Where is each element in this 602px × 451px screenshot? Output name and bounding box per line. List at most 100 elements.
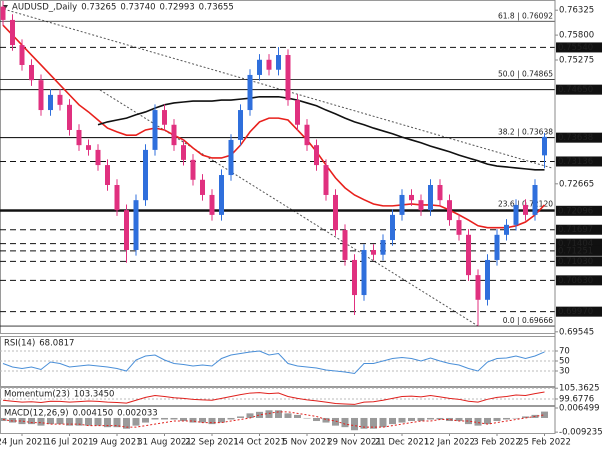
x-tick-label: 16 Jul 2021: [45, 438, 93, 448]
candle-body: [181, 145, 186, 160]
candle-body: [57, 94, 63, 105]
y-tick-label: 105.3625: [559, 384, 600, 394]
y-tick-label: 0.75275: [559, 56, 594, 66]
y-tick-label: 0.72665: [559, 179, 594, 189]
candle-body: [190, 159, 196, 180]
candle-body: [418, 200, 424, 211]
y-tick-label: 99.6776: [559, 394, 594, 404]
y-tick-label: -0.009235: [559, 428, 602, 438]
macd-bar: [104, 417, 111, 428]
candle-body: [238, 110, 243, 140]
x-tick-label: 9 Aug 2021: [92, 438, 141, 448]
level-box: [556, 245, 602, 256]
indicator-line: [2, 350, 545, 375]
header-label: AUDUSD_,Daily: [12, 3, 77, 13]
macd-bar: [541, 411, 548, 418]
macd-bar: [503, 417, 510, 420]
level-box: [556, 256, 602, 267]
macd-bar: [332, 417, 339, 426]
candle-body: [304, 124, 310, 146]
candle-body: [285, 55, 291, 101]
candle-body: [19, 45, 25, 65]
macd-bar: [256, 411, 263, 418]
candle-body: [266, 59, 272, 70]
macd-bar: [142, 417, 149, 423]
candle-body: [209, 194, 215, 215]
candle-body: [352, 259, 357, 296]
level-label: 0.74650: [558, 85, 593, 95]
candle-body: [542, 136, 547, 156]
header-label: 0.72993: [160, 3, 195, 13]
candle-body: [124, 210, 129, 250]
candle-body: [485, 259, 490, 300]
candle-body: [38, 80, 44, 111]
macd-bar: [370, 417, 377, 429]
candle-body: [532, 185, 538, 215]
macd-bar: [170, 417, 178, 420]
level-box: [556, 306, 602, 317]
macd-bar: [265, 410, 273, 418]
candle-body: [171, 124, 177, 146]
y-tick-label: 0.75800: [559, 31, 594, 41]
macd-bar: [132, 417, 140, 426]
macd-bar: [493, 417, 501, 422]
header-label: 0.73655: [199, 3, 234, 13]
level-label: 0.71404: [558, 239, 593, 249]
candle-body: [29, 64, 34, 81]
macd-bar: [360, 417, 368, 429]
indicator-line: [2, 391, 545, 405]
candle-body: [494, 234, 500, 260]
macd-bar: [9, 417, 16, 423]
level-label: 0.71251: [558, 246, 593, 256]
x-tick-label: 21 Dec 2021: [375, 438, 429, 448]
macd-bar: [465, 417, 472, 425]
signal-line: [2, 411, 545, 428]
moving-average: [2, 24, 546, 229]
macd-bar: [455, 417, 463, 422]
candle-body: [380, 240, 386, 255]
macd-bar: [123, 417, 130, 429]
macd-bar: [275, 410, 282, 418]
candle-body: [409, 194, 414, 201]
macd-bar: [408, 417, 415, 422]
y-tick-label: 50: [559, 357, 570, 367]
x-tick-label: 24 Jun 2021: [0, 438, 48, 448]
level-label: 0.69970: [558, 307, 593, 317]
candle-body: [67, 104, 72, 130]
macd-bar: [379, 417, 387, 428]
macd-bar: [484, 417, 491, 425]
candle-body: [504, 224, 509, 235]
level-label: 0.75540: [558, 43, 593, 53]
indicator-label: Momentum(23): [4, 390, 70, 400]
macd-bar: [246, 413, 254, 418]
macd-bar: [417, 417, 425, 422]
macd-bar: [512, 417, 520, 419]
y-tick-label: 0.76325: [559, 6, 594, 16]
macd-bar: [94, 417, 102, 426]
macd-bar: [237, 416, 244, 418]
macd-bar: [436, 417, 444, 420]
level-label: 0.71030: [558, 257, 593, 267]
indicator-label: 68.0817: [39, 339, 74, 349]
macd-bar: [37, 417, 45, 426]
x-tick-label: 25 Feb 2022: [518, 438, 571, 448]
macd-bar: [522, 416, 529, 418]
candle-body: [399, 194, 405, 215]
candle-body: [333, 194, 338, 231]
indicator-label: 0.004150: [73, 409, 114, 419]
candle-body: [361, 249, 367, 296]
candle-body: [523, 204, 528, 215]
macd-bar: [180, 417, 187, 422]
level-label: 0.71697: [558, 225, 593, 235]
level-label: 0.70630: [558, 276, 593, 286]
x-tick-label: 22 Sep 2021: [185, 438, 239, 448]
macd-bar: [427, 417, 434, 420]
macd-bar: [303, 417, 311, 419]
candle-body: [466, 234, 471, 276]
level-box: [556, 84, 602, 95]
candle-body: [428, 185, 433, 211]
candle-body: [371, 249, 376, 255]
macd-bar: [113, 417, 121, 428]
macd-bar: [351, 417, 358, 431]
